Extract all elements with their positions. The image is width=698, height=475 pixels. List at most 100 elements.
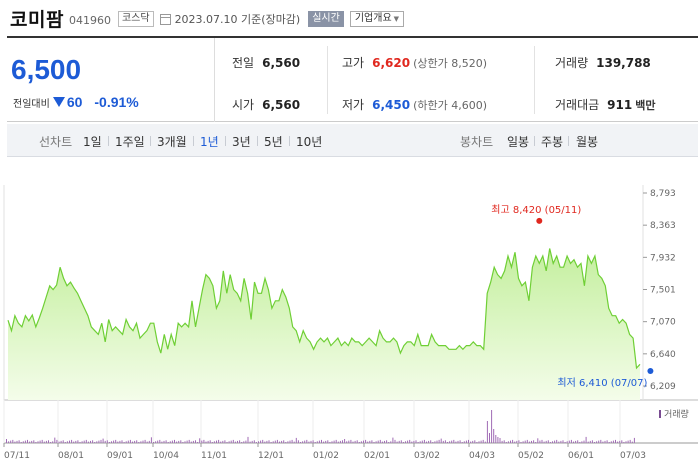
volume-bar — [308, 441, 310, 443]
volume-bar — [304, 440, 306, 443]
volume-bar — [108, 442, 110, 443]
volume-bar — [243, 441, 245, 443]
volume-bar — [388, 442, 390, 443]
volume-bar — [129, 439, 131, 443]
volume-bar — [453, 439, 455, 443]
period-1w[interactable]: 1주일 — [115, 135, 145, 149]
volume-bar — [461, 442, 463, 443]
volume-bar — [146, 441, 148, 443]
volume-bar — [22, 441, 24, 443]
volume-bar — [268, 440, 270, 444]
y-axis: 8,793 8,363 7,932 7,501 7,070 6,640 6,209 — [643, 189, 676, 392]
volume-bar — [474, 440, 476, 444]
x-tick-label: 03/02 — [414, 451, 440, 461]
period-3m[interactable]: 3개월 — [157, 135, 187, 149]
volume-bar — [281, 440, 283, 443]
line-chart-label: 선차트 — [39, 135, 73, 149]
volume-bar — [411, 441, 413, 443]
volume-bars: 거래량 — [6, 408, 689, 444]
volume-bar — [270, 442, 272, 443]
volume-bar — [161, 441, 163, 443]
volume-bar — [520, 442, 522, 443]
volume-bar — [386, 440, 388, 444]
volume-bar — [220, 441, 222, 443]
stat-high: 고가 6,620 (상한가 8,520) — [342, 54, 487, 71]
volume-bar — [579, 442, 581, 443]
separator — [150, 136, 151, 146]
period-1y[interactable]: 1년 — [200, 135, 219, 149]
volume-bar — [169, 441, 171, 443]
separator — [225, 136, 226, 146]
volume-bar — [8, 441, 10, 443]
volume-bar — [167, 442, 169, 443]
volume-bar — [480, 440, 482, 443]
period-1d[interactable]: 1일 — [83, 135, 102, 149]
volume-bar — [75, 440, 77, 443]
volume-bar — [104, 440, 106, 443]
volume-bar — [352, 441, 354, 443]
company-info-dropdown[interactable]: 기업개요 ▼ — [349, 11, 405, 27]
candle-monthly[interactable]: 월봉 — [576, 135, 599, 149]
volume-bar — [507, 441, 509, 443]
volume-bar — [323, 441, 325, 443]
volume-bar — [16, 440, 18, 443]
volume-bar — [155, 441, 157, 443]
volume-bar — [350, 439, 352, 443]
volume-bar — [54, 437, 56, 443]
volume-bar — [64, 442, 66, 443]
volume-bar — [41, 439, 43, 443]
stat-label: 저가 — [342, 98, 365, 112]
volume-bar — [344, 439, 346, 443]
volume-bar — [106, 440, 108, 444]
separator — [568, 136, 569, 146]
stat-value: 6,450 — [372, 98, 411, 112]
change-label: 전일대비 — [13, 98, 50, 110]
volume-bar — [318, 440, 320, 443]
candle-weekly[interactable]: 주봉 — [541, 135, 564, 149]
volume-bar — [79, 442, 81, 443]
volume-bar — [440, 438, 442, 443]
volume-bar — [482, 439, 484, 443]
volume-bar — [489, 433, 490, 443]
volume-bar — [381, 441, 383, 443]
volume-bar — [12, 439, 14, 443]
stat-volume: 거래량 139,788 — [555, 54, 651, 71]
volume-bar — [60, 440, 62, 443]
volume-bar — [31, 440, 33, 443]
stat-prev-close: 전일 6,560 — [232, 54, 300, 71]
period-10y[interactable]: 10년 — [296, 135, 323, 149]
price-chart[interactable]: 8,793 8,363 7,932 7,501 7,070 6,640 6,209 07/1… — [0, 160, 698, 475]
stat-label: 전일 — [232, 56, 255, 70]
stat-label: 고가 — [342, 56, 365, 70]
volume-bar — [342, 440, 343, 444]
volume-bar — [470, 441, 472, 443]
volume-bar — [27, 439, 28, 443]
volume-bar — [216, 440, 217, 443]
company-info-label: 기업개요 — [354, 13, 392, 24]
volume-bar — [262, 439, 264, 443]
realtime-button[interactable]: 실시간 — [308, 11, 344, 27]
separator — [108, 136, 109, 146]
volume-bar — [604, 440, 606, 443]
high-annotation: 최고 8,420 (05/11) — [491, 204, 581, 216]
change-value: 60 — [66, 94, 83, 110]
volume-bar — [165, 440, 167, 444]
candle-daily[interactable]: 일봉 — [507, 135, 530, 149]
period-5y[interactable]: 5년 — [264, 135, 283, 149]
volume-bar — [176, 441, 178, 443]
divider — [534, 46, 535, 114]
volume-bar — [472, 440, 474, 443]
volume-bar — [241, 442, 243, 443]
volume-bar — [348, 440, 350, 443]
annotations: 최고 8,420 (05/11) 최저 6,410 (07/07) — [491, 204, 654, 389]
volume-bar — [201, 440, 203, 443]
volume-bar — [232, 439, 234, 443]
volume-bar — [125, 441, 127, 443]
stat-unit: 백만 — [635, 99, 656, 112]
period-3y[interactable]: 3년 — [232, 135, 251, 149]
volume-bar — [531, 440, 532, 443]
date-text: 2023.07.10 기준(장마감) — [174, 13, 301, 26]
volume-bar — [463, 441, 465, 443]
volume-bar — [266, 440, 268, 443]
stat-value: 911 — [607, 98, 633, 112]
